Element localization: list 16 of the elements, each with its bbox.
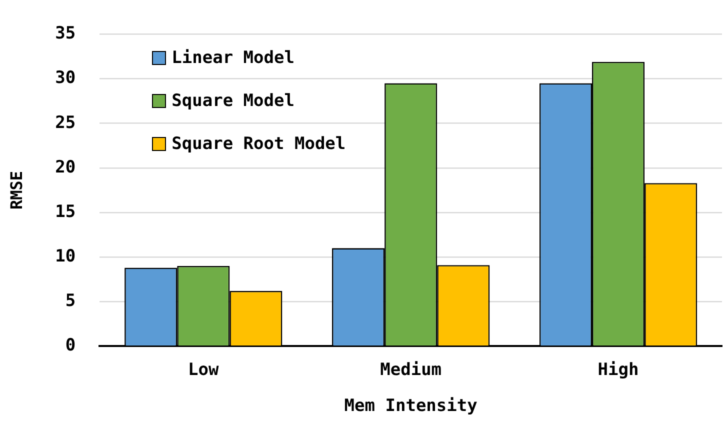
x-axis-title: Mem Intensity bbox=[344, 396, 478, 416]
y-tick-label: 35 bbox=[55, 24, 76, 44]
y-tick-label: 15 bbox=[55, 202, 76, 222]
y-tick-label: 5 bbox=[65, 291, 76, 312]
x-tick-label: High bbox=[598, 360, 639, 380]
y-axis-title: RMSE bbox=[6, 170, 26, 210]
x-tick-label: Low bbox=[188, 360, 220, 380]
y-tick-label: 25 bbox=[55, 112, 76, 133]
legend-label: Square Root Model bbox=[172, 134, 346, 154]
legend-label: Square Model bbox=[172, 90, 294, 111]
legend-label: Linear Model bbox=[172, 48, 294, 68]
y-tick-label: 30 bbox=[55, 68, 76, 88]
y-tick-label: 20 bbox=[55, 157, 76, 178]
y-tick-label: 0 bbox=[65, 336, 76, 356]
y-tick-label: 10 bbox=[55, 246, 76, 266]
x-tick-label: Medium bbox=[380, 360, 442, 380]
